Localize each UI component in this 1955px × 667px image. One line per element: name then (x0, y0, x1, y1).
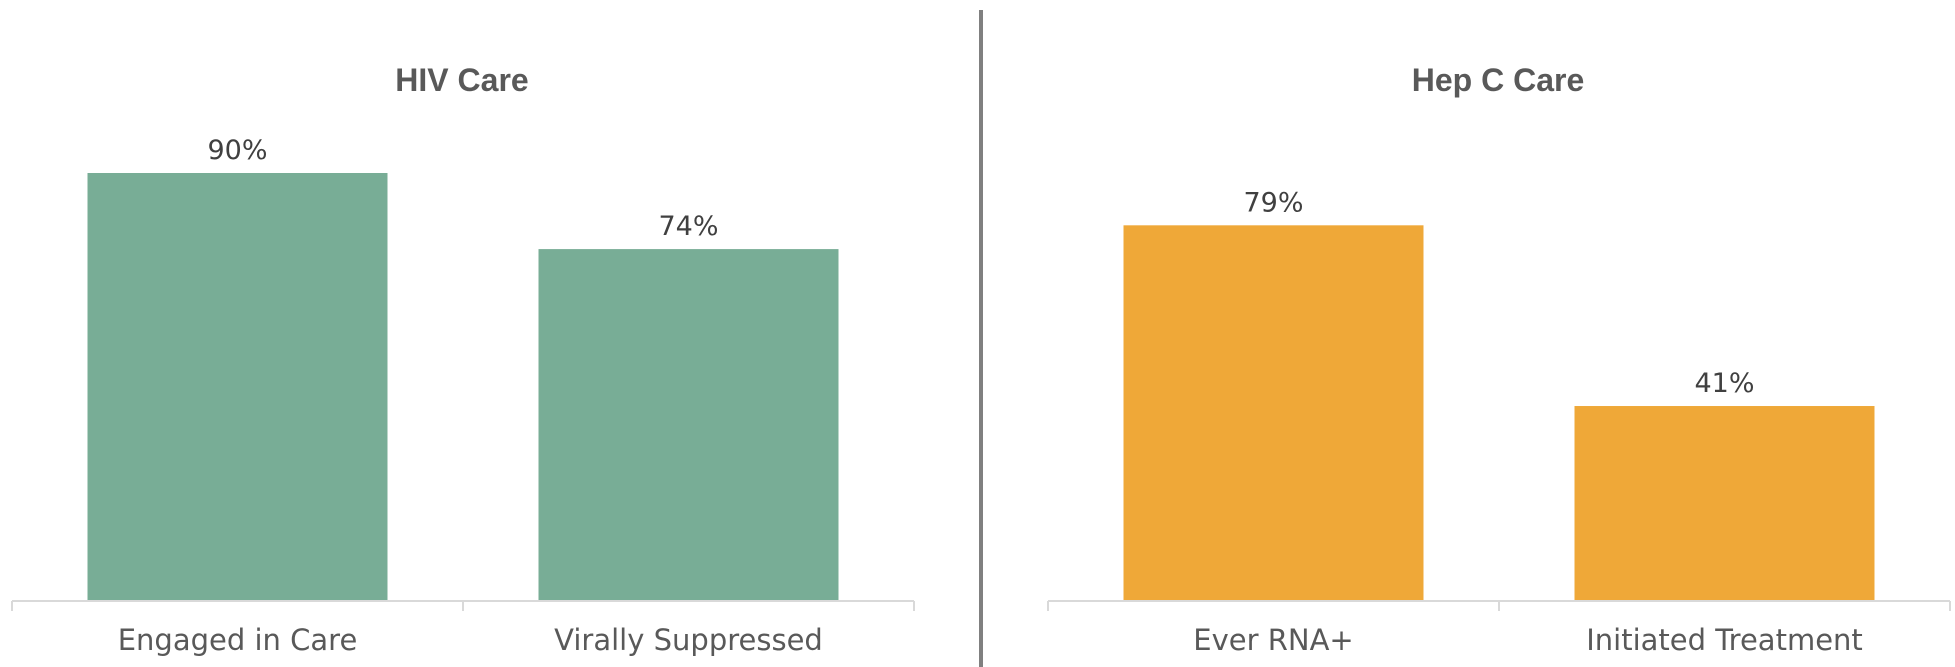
hiv-bar-1 (538, 249, 839, 602)
hiv-category-label-1: Virally Suppressed (554, 623, 823, 657)
hep-c-care-chart: Hep C Care 79% Ever RNA+ 41% Initiated Trea… (1047, 62, 1951, 657)
hepc-category-label-1: Initiated Treatment (1586, 623, 1863, 657)
hiv-value-label-0: 90% (207, 135, 267, 166)
hiv-chart-title: HIV Care (395, 62, 528, 98)
hepc-chart-title: Hep C Care (1412, 62, 1585, 98)
hepc-category-label-0: Ever RNA+ (1193, 623, 1353, 657)
hepc-value-label-0: 79% (1243, 187, 1303, 218)
hiv-value-label-1: 74% (658, 211, 718, 242)
hiv-care-chart: HIV Care 90% Engaged in Care 74% Virally Su… (11, 62, 915, 657)
hiv-category-label-0: Engaged in Care (118, 623, 358, 657)
hepc-bar-0 (1123, 225, 1424, 602)
hiv-bar-0 (87, 173, 388, 601)
hepc-value-label-1: 41% (1694, 368, 1754, 399)
hepc-bar-1 (1574, 406, 1875, 601)
